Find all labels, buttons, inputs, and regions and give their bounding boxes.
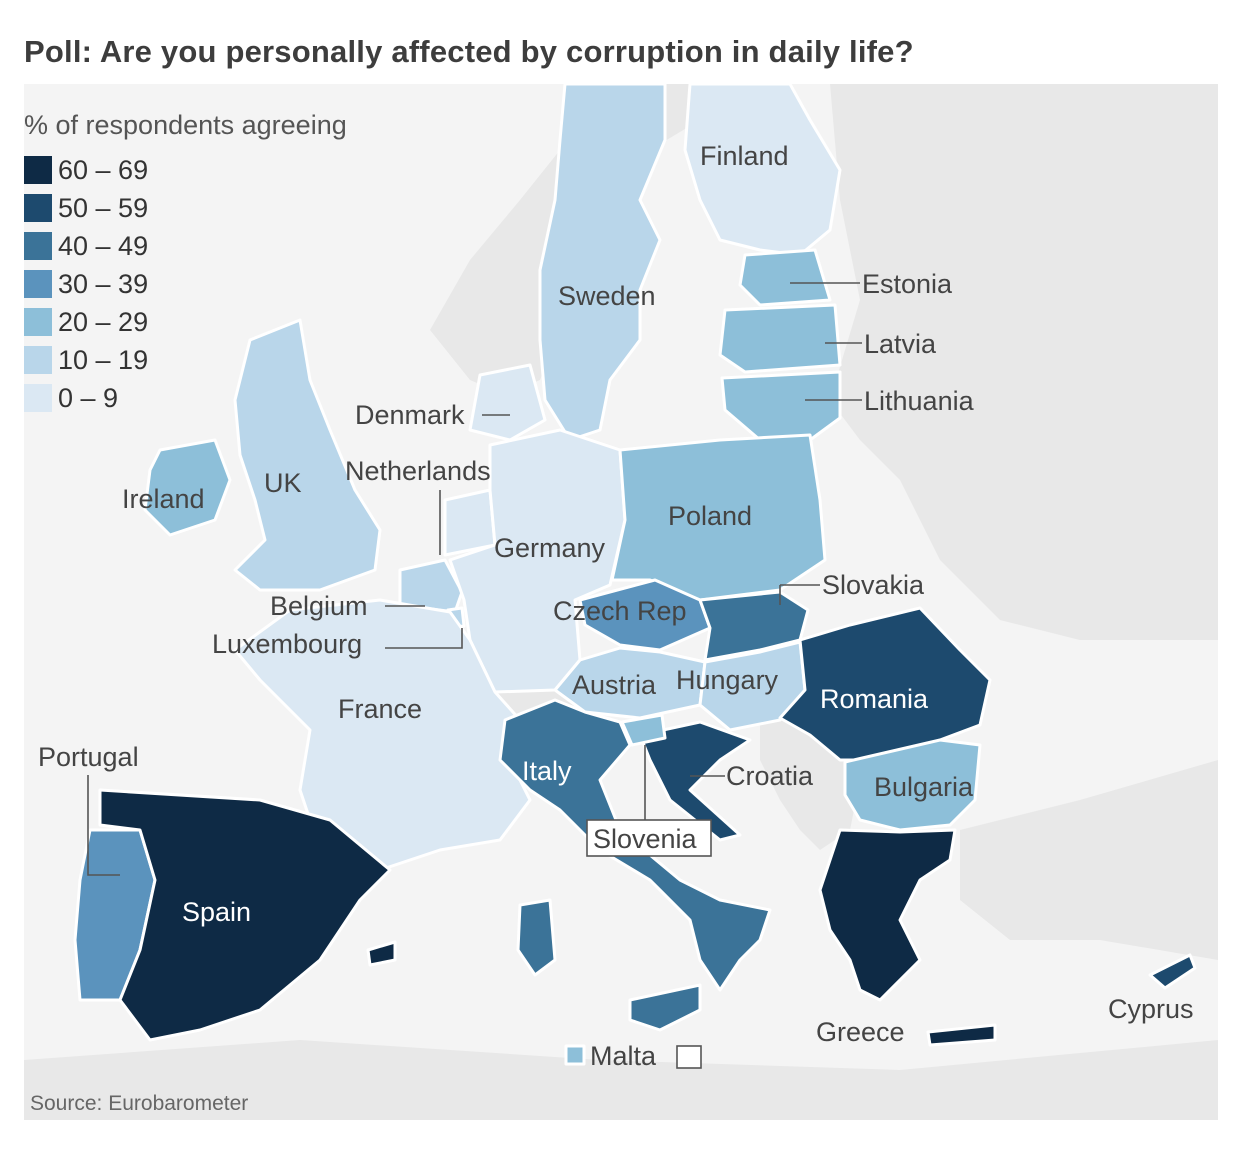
country-crete [926, 1023, 997, 1047]
legend-label: 40 – 49 [58, 230, 149, 261]
label-lithuania: Lithuania [864, 386, 975, 416]
legend-item: 60 – 69 [24, 151, 347, 189]
label-romania: Romania [820, 684, 929, 714]
label-estonia: Estonia [862, 269, 953, 299]
label-ireland: Ireland [122, 484, 205, 514]
country-denmark [468, 363, 547, 442]
label-uk: UK [264, 468, 302, 498]
legend-items: 60 – 69 50 – 59 40 – 49 30 – 39 20 – 29 … [24, 151, 347, 417]
legend-item: 20 – 29 [24, 303, 347, 341]
label-poland: Poland [668, 501, 752, 531]
label-austria: Austria [572, 670, 657, 700]
label-denmark: Denmark [355, 400, 465, 430]
label-cyprus: Cyprus [1108, 994, 1194, 1024]
country-cyprus [1148, 953, 1197, 990]
country-latvia [718, 303, 842, 374]
legend-item: 40 – 49 [24, 227, 347, 265]
legend-label: 10 – 19 [58, 344, 149, 375]
legend-item: 50 – 59 [24, 189, 347, 227]
label-germany: Germany [494, 533, 606, 563]
legend-swatch [24, 156, 52, 184]
country-sardinia [516, 898, 557, 977]
legend-swatch [24, 346, 52, 374]
legend-label: 30 – 39 [58, 268, 149, 299]
country-slovakia [698, 590, 810, 662]
label-spain: Spain [182, 897, 251, 927]
country-spain [98, 788, 392, 1042]
label-slovenia: Slovenia [593, 824, 698, 854]
legend-swatch [24, 384, 52, 412]
country-uk [233, 318, 382, 592]
map-title: Poll: Are you personally affected by cor… [24, 34, 914, 69]
label-finland: Finland [700, 141, 789, 171]
legend: % of respondents agreeing 60 – 69 50 – 5… [24, 110, 347, 417]
legend-label: 20 – 29 [58, 306, 149, 337]
legend-swatch [24, 232, 52, 260]
legend-item: 10 – 19 [24, 341, 347, 379]
label-greece: Greece [816, 1017, 905, 1047]
legend-swatch [24, 270, 52, 298]
country-balearics [366, 940, 397, 967]
legend-label: 60 – 69 [58, 154, 149, 185]
legend-label: 50 – 59 [58, 192, 149, 223]
country-estonia [738, 248, 832, 307]
label-portugal: Portugal [38, 742, 139, 772]
europe-map: Finland Sweden Estonia Latvia Lithuania … [24, 84, 1218, 1120]
legend-label: 0 – 9 [58, 382, 119, 413]
label-malta: Malta [590, 1041, 657, 1071]
label-italy: Italy [522, 756, 572, 786]
country-slovenia [620, 713, 667, 747]
land-north-africa [24, 1040, 1218, 1120]
leader-luxembourg [385, 628, 463, 649]
country-ireland [143, 438, 232, 537]
country-greece [818, 828, 957, 1002]
label-belgium: Belgium [270, 591, 368, 621]
land-turkey [960, 760, 1218, 960]
label-sweden: Sweden [558, 281, 656, 311]
country-sweden [538, 84, 667, 442]
legend-swatch [24, 194, 52, 222]
slovenia-label-box [586, 819, 712, 857]
legend-title: % of respondents agreeing [24, 110, 347, 140]
legend-item: 0 – 9 [24, 379, 347, 417]
malta-inset-box [676, 1045, 702, 1069]
country-bulgaria [843, 738, 982, 832]
country-malta [564, 1044, 586, 1066]
country-sicily [628, 983, 702, 1032]
country-belgium [398, 558, 464, 614]
label-slovakia: Slovakia [822, 570, 925, 600]
label-bulgaria: Bulgaria [874, 772, 974, 802]
land-russia [830, 84, 1218, 640]
label-latvia: Latvia [864, 329, 937, 359]
leader-portugal [87, 775, 120, 876]
label-croatia: Croatia [726, 761, 814, 791]
legend-swatch [24, 308, 52, 336]
country-france [233, 598, 532, 872]
country-czech [578, 578, 712, 652]
label-netherlands: Netherlands [345, 456, 491, 486]
leader-slovakia [779, 584, 820, 605]
legend-item: 30 – 39 [24, 265, 347, 303]
label-czech: Czech Rep [553, 596, 687, 626]
country-netherlands [443, 488, 497, 557]
label-france: France [338, 694, 422, 724]
label-hungary: Hungary [676, 665, 779, 695]
source-note: Source: Eurobarometer [30, 1092, 249, 1115]
label-luxembourg: Luxembourg [212, 629, 362, 659]
country-croatia [638, 720, 752, 842]
